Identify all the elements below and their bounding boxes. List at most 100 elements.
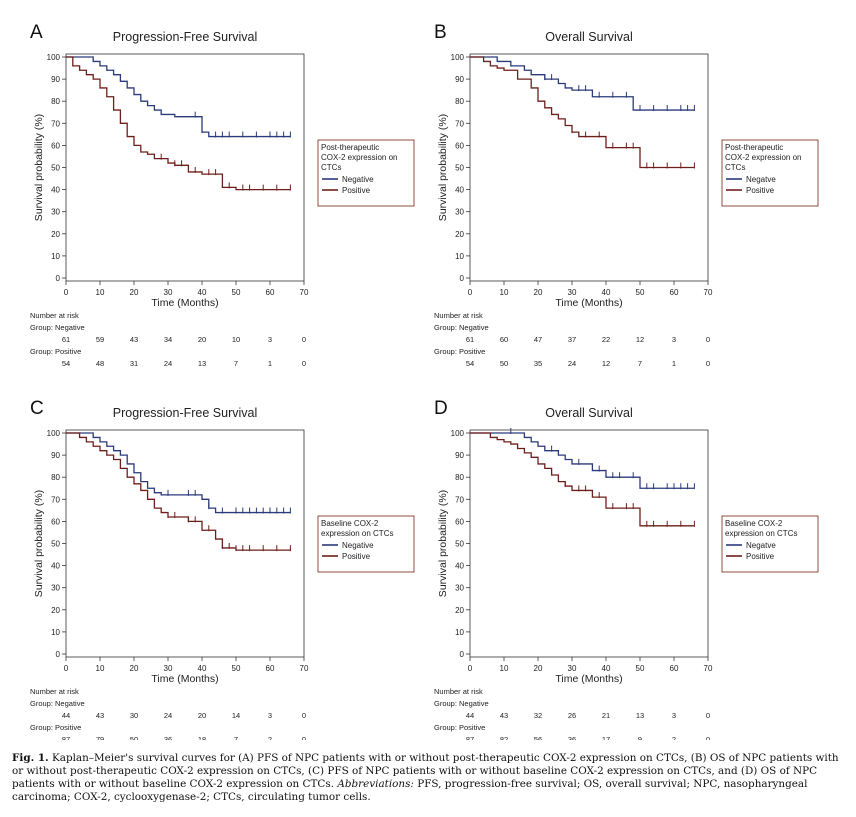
y-tick-label: 60 bbox=[455, 517, 464, 526]
x-axis-label: Time (Months) bbox=[151, 673, 218, 685]
risk-count: 54 bbox=[62, 359, 70, 368]
risk-group-label: Group: Negative bbox=[30, 323, 85, 332]
y-tick-label: 100 bbox=[47, 53, 61, 62]
y-tick-label: 0 bbox=[56, 274, 61, 283]
risk-count: 60 bbox=[500, 335, 508, 344]
y-tick-label: 60 bbox=[51, 141, 60, 150]
risk-count: 0 bbox=[706, 735, 710, 740]
panel-B: B Overall Survival01020304050607080901000… bbox=[434, 22, 819, 368]
y-tick-label: 20 bbox=[455, 230, 464, 239]
legend-title: Post-therapeutic bbox=[321, 143, 379, 152]
risk-count: 50 bbox=[130, 735, 138, 740]
risk-group-label: Group: Negative bbox=[434, 323, 489, 332]
risk-count: 87 bbox=[466, 735, 474, 740]
x-tick-label: 70 bbox=[300, 664, 309, 673]
risk-count: 24 bbox=[568, 359, 576, 368]
risk-count: 87 bbox=[62, 735, 70, 740]
y-tick-label: 90 bbox=[51, 451, 60, 460]
risk-count: 48 bbox=[96, 359, 104, 368]
x-tick-label: 20 bbox=[534, 664, 543, 673]
x-tick-label: 10 bbox=[96, 664, 105, 673]
risk-count: 20 bbox=[198, 335, 206, 344]
risk-count: 61 bbox=[466, 335, 474, 344]
x-tick-label: 70 bbox=[300, 288, 309, 297]
y-axis-label: Survival probability (%) bbox=[33, 490, 45, 597]
risk-count: 12 bbox=[636, 335, 644, 344]
x-tick-label: 40 bbox=[602, 664, 611, 673]
y-tick-label: 100 bbox=[47, 429, 61, 438]
risk-count: 7 bbox=[234, 359, 238, 368]
y-tick-label: 40 bbox=[51, 562, 60, 571]
y-tick-label: 50 bbox=[455, 164, 464, 173]
risk-count: 3 bbox=[672, 711, 676, 720]
y-tick-label: 20 bbox=[51, 606, 60, 615]
y-tick-label: 80 bbox=[51, 97, 60, 106]
km-curve-positive bbox=[66, 432, 291, 551]
panel-letter: D bbox=[434, 398, 448, 419]
risk-count: 56 bbox=[534, 735, 542, 740]
risk-group-label: Group: Negative bbox=[30, 699, 85, 708]
x-tick-label: 40 bbox=[198, 288, 207, 297]
chart-title: Overall Survival bbox=[545, 406, 633, 420]
x-tick-label: 50 bbox=[636, 664, 645, 673]
risk-count: 13 bbox=[198, 359, 206, 368]
x-tick-label: 10 bbox=[500, 664, 509, 673]
x-tick-label: 70 bbox=[704, 664, 713, 673]
risk-count: 34 bbox=[164, 335, 172, 344]
risk-table-title: Number at risk bbox=[30, 311, 79, 320]
km-curve-positive bbox=[470, 432, 695, 527]
risk-count: 43 bbox=[130, 335, 138, 344]
legend-label: Negatve bbox=[746, 175, 776, 184]
risk-count: 35 bbox=[534, 359, 542, 368]
risk-count: 47 bbox=[534, 335, 542, 344]
risk-count: 31 bbox=[130, 359, 138, 368]
y-tick-label: 10 bbox=[455, 252, 464, 261]
legend-title: Baseline COX-2 bbox=[321, 519, 379, 528]
legend-title: Baseline COX-2 bbox=[725, 519, 783, 528]
risk-count: 50 bbox=[500, 359, 508, 368]
legend-title: COX-2 expression on bbox=[725, 153, 801, 162]
panel-letter: B bbox=[434, 22, 447, 43]
legend-label: Positive bbox=[342, 186, 371, 195]
risk-count: 14 bbox=[232, 711, 240, 720]
x-tick-label: 70 bbox=[704, 288, 713, 297]
legend-box bbox=[317, 139, 415, 207]
y-tick-label: 90 bbox=[455, 451, 464, 460]
risk-count: 22 bbox=[602, 335, 610, 344]
risk-count: 36 bbox=[164, 735, 172, 740]
y-axis-label: Survival probability (%) bbox=[33, 114, 45, 221]
y-tick-label: 70 bbox=[51, 495, 60, 504]
x-tick-label: 50 bbox=[636, 288, 645, 297]
risk-count: 43 bbox=[96, 711, 104, 720]
legend-label: Negative bbox=[342, 541, 374, 550]
risk-count: 2 bbox=[672, 735, 676, 740]
x-tick-label: 0 bbox=[64, 288, 69, 297]
panel-D: D Overall Survival01020304050607080901000… bbox=[434, 398, 819, 740]
x-axis-label: Time (Months) bbox=[555, 297, 622, 309]
risk-count: 13 bbox=[636, 711, 644, 720]
x-tick-label: 60 bbox=[266, 288, 275, 297]
km-curve-positive bbox=[66, 56, 291, 191]
risk-count: 21 bbox=[602, 711, 610, 720]
risk-count: 20 bbox=[198, 711, 206, 720]
legend-title: Post-therapeutic bbox=[725, 143, 783, 152]
risk-count: 79 bbox=[96, 735, 104, 740]
risk-count: 37 bbox=[568, 335, 576, 344]
risk-count: 9 bbox=[638, 735, 642, 740]
y-tick-label: 20 bbox=[455, 606, 464, 615]
caption-label: Fig. 1. bbox=[12, 752, 49, 764]
y-tick-label: 100 bbox=[451, 53, 465, 62]
risk-count: 0 bbox=[302, 359, 306, 368]
y-tick-label: 80 bbox=[455, 473, 464, 482]
x-tick-label: 40 bbox=[602, 288, 611, 297]
risk-count: 0 bbox=[302, 735, 306, 740]
y-tick-label: 30 bbox=[455, 584, 464, 593]
y-tick-label: 40 bbox=[51, 186, 60, 195]
chart-title: Progression-Free Survival bbox=[113, 406, 258, 420]
risk-count: 3 bbox=[672, 335, 676, 344]
y-tick-label: 20 bbox=[51, 230, 60, 239]
risk-count: 32 bbox=[534, 711, 542, 720]
risk-count: 0 bbox=[706, 335, 710, 344]
risk-count: 12 bbox=[602, 359, 610, 368]
x-tick-label: 20 bbox=[534, 288, 543, 297]
